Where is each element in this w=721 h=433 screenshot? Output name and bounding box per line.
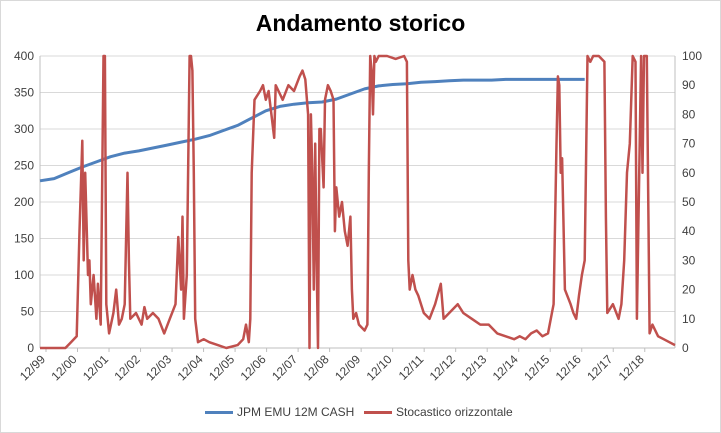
- y-left-tick-label: 100: [14, 268, 34, 282]
- x-tick-label: 12/16: [553, 352, 584, 383]
- y-right-tick-label: 20: [682, 283, 696, 297]
- y-right-tick-label: 50: [682, 195, 696, 209]
- x-tick-label: 12/06: [238, 352, 269, 383]
- x-axis: 12/99 12/00 12/01 12/02 12/03 12/04 12/05 12/06…: [17, 56, 676, 383]
- legend: JPM EMU 12M CASH Stocastico orizzontale: [0, 402, 721, 422]
- y-right-tick-label: 60: [682, 166, 696, 180]
- y-right-tick-label: 80: [682, 107, 696, 121]
- legend-item-jpm: JPM EMU 12M CASH: [205, 402, 354, 422]
- legend-label-stocastico: Stocastico orizzontale: [396, 405, 513, 419]
- x-tick-label: 12/02: [112, 352, 143, 383]
- y-left-tick-label: 350: [14, 86, 34, 100]
- x-tick-label: 12/99: [17, 352, 48, 383]
- x-tick-label: 12/09: [332, 352, 363, 383]
- y-left-tick-label: 200: [14, 195, 34, 209]
- x-tick-label: 12/12: [427, 352, 458, 383]
- y-left-tick-label: 300: [14, 122, 34, 136]
- legend-swatch-jpm: [205, 410, 233, 414]
- x-tick-label: 12/00: [49, 352, 80, 383]
- x-tick-label: 12/18: [616, 352, 647, 383]
- x-tick-label: 12/14: [490, 352, 521, 383]
- x-tick-label: 12/17: [584, 352, 615, 383]
- x-tick-label: 12/07: [269, 352, 300, 383]
- series-line-jpm: [39, 77, 585, 183]
- x-tick-label: 12/11: [396, 352, 427, 383]
- x-tick-label: 12/10: [364, 352, 395, 383]
- series-line-stocastico: [40, 54, 676, 350]
- y-right-tick-label: 100: [682, 49, 702, 63]
- legend-label-jpm: JPM EMU 12M CASH: [237, 405, 355, 419]
- y-left-tick-label: 250: [14, 159, 34, 173]
- series-lines: [39, 54, 676, 350]
- y-left-tick-label: 50: [21, 305, 35, 319]
- y-left-tick-label: 150: [14, 232, 34, 246]
- x-tick-label: 12/05: [206, 352, 237, 383]
- y-right-tick-label: 10: [682, 312, 696, 326]
- x-tick-label: 12/08: [301, 352, 332, 383]
- y-left-tick-label: 400: [14, 49, 34, 63]
- y-right-tick-label: 30: [682, 253, 696, 267]
- x-tick-label: 12/03: [143, 352, 174, 383]
- legend-swatch-stocastico: [364, 410, 392, 414]
- y-right-tick-label: 0: [682, 341, 689, 355]
- gridlines: [40, 55, 675, 349]
- x-tick-label: 12/04: [175, 352, 206, 383]
- y-left-tick-label: 0: [27, 341, 34, 355]
- x-tick-label: 12/01: [80, 352, 111, 383]
- y-right-tick-label: 90: [682, 78, 696, 92]
- x-tick-label: 12/15: [521, 352, 552, 383]
- chart-title: Andamento storico: [255, 10, 466, 36]
- y-axis-left: 0 50 100 150 200 250 300 350 400: [14, 49, 34, 355]
- y-right-tick-label: 70: [682, 137, 696, 151]
- y-right-tick-label: 40: [682, 224, 696, 238]
- x-tick-label: 12/13: [458, 352, 489, 383]
- legend-item-stocastico: Stocastico orizzontale: [364, 402, 513, 422]
- y-axis-right: 0 10 20 30 40 50 60 70 80 90 100: [682, 49, 702, 355]
